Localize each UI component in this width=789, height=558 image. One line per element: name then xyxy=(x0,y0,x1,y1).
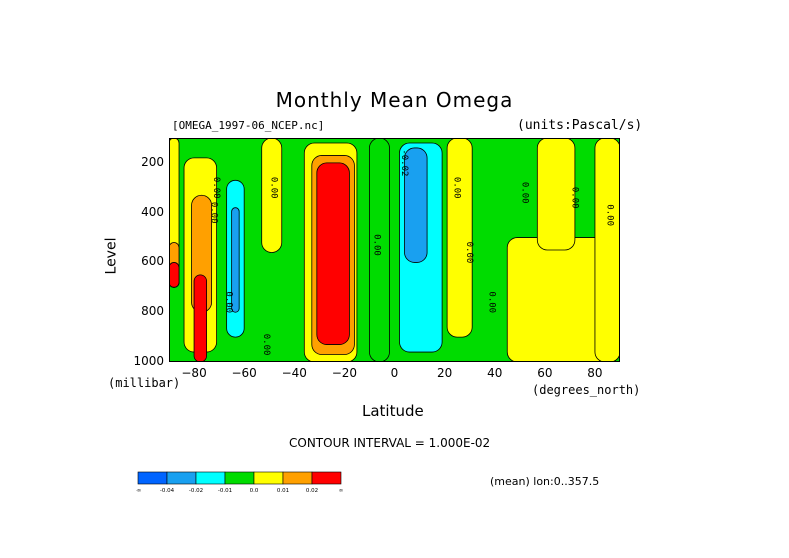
x-tick-label-8: 80 xyxy=(587,366,603,380)
x-tick-label-2: −40 xyxy=(281,366,307,380)
contour-region-5 xyxy=(193,274,207,362)
contour-region-2 xyxy=(169,262,180,288)
x-tick-label-5: 20 xyxy=(436,366,453,380)
contour-line-label-6: 0.00 xyxy=(519,182,529,204)
contour-region-11 xyxy=(316,162,350,345)
plot-frame xyxy=(169,138,620,362)
y-tick-label-0: 200 xyxy=(141,154,164,169)
x-tick-label-6: 40 xyxy=(487,366,503,380)
x-tick-label-4: 0 xyxy=(390,366,399,380)
units-label: (units:Pascal/s) xyxy=(517,118,643,133)
y-tick-label-4: 1000 xyxy=(133,354,164,368)
color-legend: -∞ -0.04 -0.02 -0.01 0.0 0.01 0.02 ∞ xyxy=(136,471,344,494)
y-tick-label-2: 600 xyxy=(141,254,164,269)
mean-text: (mean) lon:0..357.5 xyxy=(490,475,600,488)
contour-region-15 xyxy=(446,138,473,338)
legend-swatch-4 xyxy=(253,471,284,485)
contour-region-14 xyxy=(404,147,428,263)
legend-swatch-2 xyxy=(195,471,226,485)
legend-label-6: 0.02 xyxy=(306,488,318,494)
contour-line-label-8: 0.00 xyxy=(604,204,614,226)
contour-line-label-0: 0.00 xyxy=(211,177,221,199)
contour-line-label-7: 0.00 xyxy=(569,187,579,209)
legend-label-0: -∞ xyxy=(136,488,141,494)
legend-swatch-3 xyxy=(224,471,255,485)
contour-line-label-2: 0.00 xyxy=(371,234,381,256)
y-axis-label: Level xyxy=(103,237,120,275)
contour-region-17 xyxy=(536,138,576,251)
contour-interval-text: CONTOUR INTERVAL = 1.000E-02 xyxy=(289,436,491,450)
legend-label-7: ∞ xyxy=(339,488,344,494)
contour-region-18 xyxy=(594,138,620,362)
contour-region-7 xyxy=(231,207,240,313)
x-tick-label-0: −80 xyxy=(181,366,207,380)
contour-line-label-11: 0.00 xyxy=(209,202,219,224)
x-axis-label: Latitude xyxy=(362,402,424,420)
x-axis-unit: (degrees_north) xyxy=(532,383,641,397)
contour-region-12 xyxy=(369,138,390,362)
y-axis-unit: (millibar) xyxy=(108,376,181,390)
legend-label-4: 0.0 xyxy=(250,488,259,494)
legend-swatch-5 xyxy=(282,471,313,485)
x-tick-label-1: −60 xyxy=(231,366,257,380)
contour-region-8 xyxy=(261,138,283,253)
legend-label-3: -0.01 xyxy=(218,488,232,494)
legend-label-5: 0.01 xyxy=(277,488,289,494)
contour-line-label-5: 0.00 xyxy=(487,291,497,313)
contour-line-label-10: 0.00 xyxy=(224,291,234,313)
legend-label-2: -0.02 xyxy=(189,488,203,494)
x-tick-label-7: 60 xyxy=(537,366,553,380)
y-tick-label-1: 400 xyxy=(141,204,164,219)
legend-swatch-1 xyxy=(166,471,197,485)
contour-line-label-4: 0.00 xyxy=(464,242,474,264)
file-label: [OMEGA_1997-06_NCEP.nc] xyxy=(172,119,325,132)
x-tick-label-3: −20 xyxy=(331,366,358,380)
legend-swatch-0 xyxy=(137,471,168,485)
chart-title: Monthly Mean Omega xyxy=(275,88,514,112)
omega-heatmap: 0.00 0.00 0.00 0.00 0.00 0.00 0.00 0.00 0.00 0.00… xyxy=(169,138,620,362)
legend-swatch-6 xyxy=(311,471,342,485)
contour-line-label-9: 0.00 xyxy=(261,334,271,356)
contour-line-label-1: 0.00 xyxy=(269,177,279,199)
y-tick-label-3: 800 xyxy=(141,304,164,319)
contour-line-label-12: -0.02 xyxy=(399,149,409,176)
legend-label-1: -0.04 xyxy=(160,488,175,494)
contour-line-label-3: 0.00 xyxy=(452,177,462,199)
